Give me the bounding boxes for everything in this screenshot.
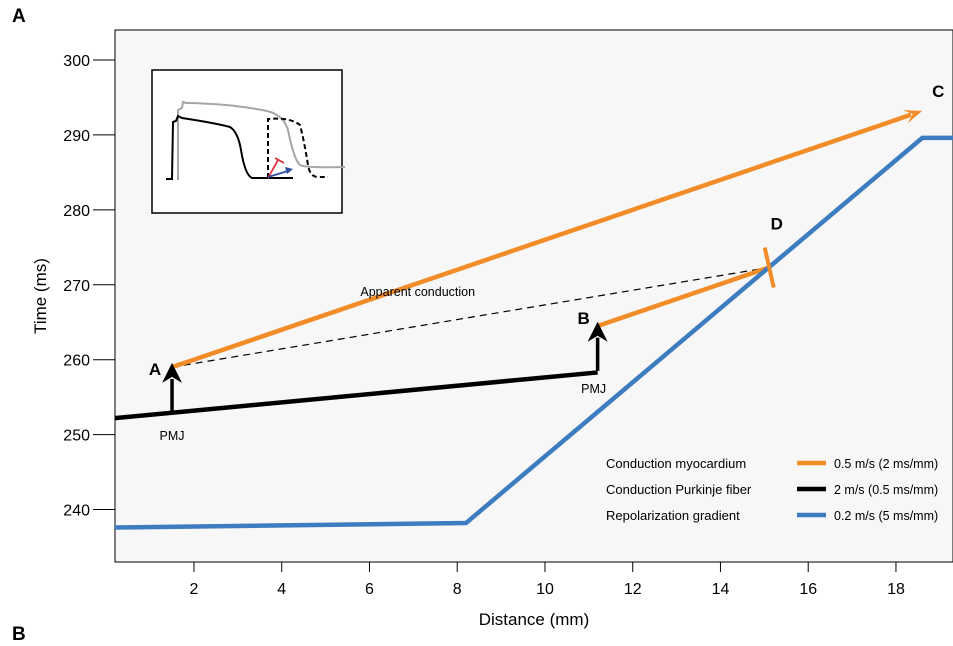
point-label-a: A <box>149 360 161 379</box>
y-tick-label: 240 <box>63 503 90 520</box>
y-tick-label: 280 <box>63 203 90 220</box>
x-tick-label: 2 <box>190 581 199 598</box>
apparent-conduction-line <box>171 266 769 368</box>
legend-label: Conduction Purkinje fiber <box>606 482 752 497</box>
y-tick-label: 270 <box>63 278 90 295</box>
inset-blue-arrowhead <box>285 167 293 174</box>
x-tick-label: 10 <box>536 581 554 598</box>
legend: Conduction myocardium 0.5 m/s (2 ms/mm) Co… <box>606 456 938 523</box>
x-tick-label: 16 <box>799 581 817 598</box>
x-tick-label: 18 <box>887 581 905 598</box>
inset-dashed-trace <box>267 117 328 178</box>
annotations-layer: Apparent conduction PMJ PMJ A B C D <box>149 82 945 443</box>
series-line <box>596 265 770 329</box>
inset-action-potential <box>151 69 346 214</box>
apparent-conduction-label: Apparent conduction <box>360 285 475 299</box>
inset-gray-trace <box>177 100 346 180</box>
series-line <box>171 112 912 370</box>
point-label-b: B <box>577 309 589 328</box>
series-line <box>114 370 598 421</box>
x-tick-label: 14 <box>712 581 730 598</box>
inset-black-trace <box>166 114 293 180</box>
legend-label: Repolarization gradient <box>606 508 740 523</box>
point-d-marker <box>762 247 776 288</box>
inset-frame <box>151 69 343 214</box>
y-tick-label: 290 <box>63 128 90 145</box>
x-tick-label: 4 <box>277 581 286 598</box>
y-tick-label: 250 <box>63 428 90 445</box>
inset-blue-arrow <box>267 170 289 178</box>
y-tick-label: 300 <box>63 53 90 70</box>
pmj-label: PMJ <box>581 382 606 396</box>
series-arrowhead <box>902 110 923 124</box>
point-label-d: D <box>771 215 783 234</box>
legend-rate: 0.5 m/s (2 ms/mm) <box>834 457 938 471</box>
inset-red-arrow <box>267 159 279 179</box>
pmj-arrowhead <box>587 321 608 342</box>
x-tick-label: 12 <box>624 581 642 598</box>
inset-red-cap <box>274 157 285 164</box>
y-axis-label: Time (ms) <box>31 258 50 334</box>
pmj-arrowhead <box>162 362 183 383</box>
legend-label: Conduction myocardium <box>606 456 746 471</box>
panel-letter-a: A <box>12 6 26 27</box>
x-tick-label: 8 <box>453 581 462 598</box>
point-label-c: C <box>932 82 944 101</box>
y-tick-label: 260 <box>63 353 90 370</box>
axes-layer: 2 4 6 8 10 12 14 16 18 240 250 260 270 280 290 300 <box>63 53 905 598</box>
x-axis-label: Distance (mm) <box>479 610 590 629</box>
legend-rate: 0.2 m/s (5 ms/mm) <box>834 509 938 523</box>
lines-layer <box>114 110 953 530</box>
legend-rate: 2 m/s (0.5 ms/mm) <box>834 483 938 497</box>
x-tick-label: 6 <box>365 581 374 598</box>
pmj-label: PMJ <box>160 429 185 443</box>
series-line <box>114 135 953 530</box>
